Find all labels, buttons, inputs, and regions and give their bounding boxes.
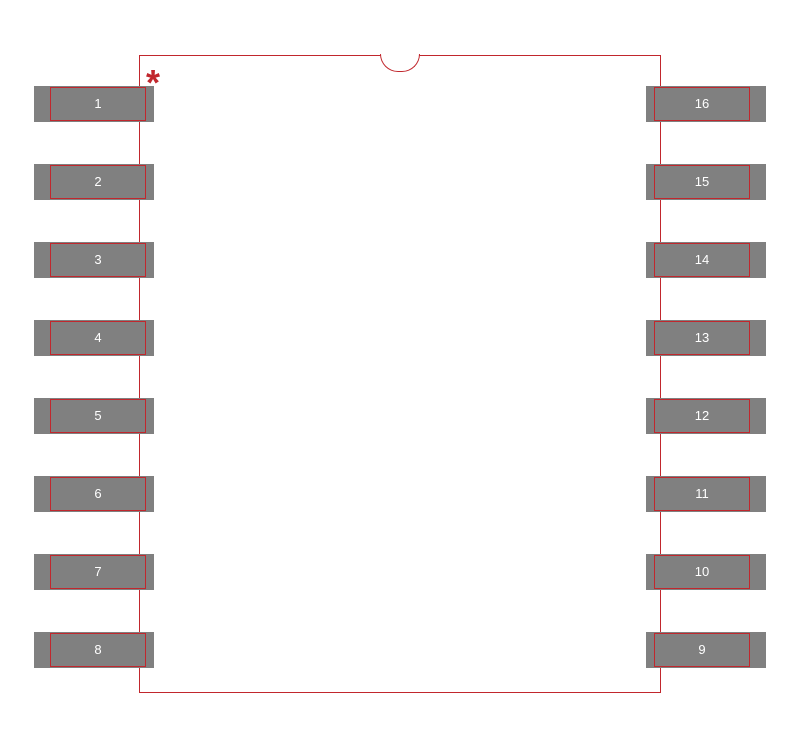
- pad-outline-5: [50, 399, 146, 433]
- ic-body-outline: [139, 55, 661, 693]
- pad-outline-12: [654, 399, 750, 433]
- pad-outline-9: [654, 633, 750, 667]
- pad-outline-1: [50, 87, 146, 121]
- pad-outline-10: [654, 555, 750, 589]
- pad-outline-7: [50, 555, 146, 589]
- pad-outline-3: [50, 243, 146, 277]
- pad-outline-6: [50, 477, 146, 511]
- pad-outline-8: [50, 633, 146, 667]
- pin1-marker: *: [146, 62, 160, 104]
- pad-outline-11: [654, 477, 750, 511]
- footprint-canvas: 1 2 3 4 5 6 7 8 16 15 14 13 12 11 10 9 *: [0, 0, 800, 748]
- pad-outline-15: [654, 165, 750, 199]
- pad-outline-2: [50, 165, 146, 199]
- pad-outline-13: [654, 321, 750, 355]
- pad-outline-4: [50, 321, 146, 355]
- pad-outline-14: [654, 243, 750, 277]
- pad-outline-16: [654, 87, 750, 121]
